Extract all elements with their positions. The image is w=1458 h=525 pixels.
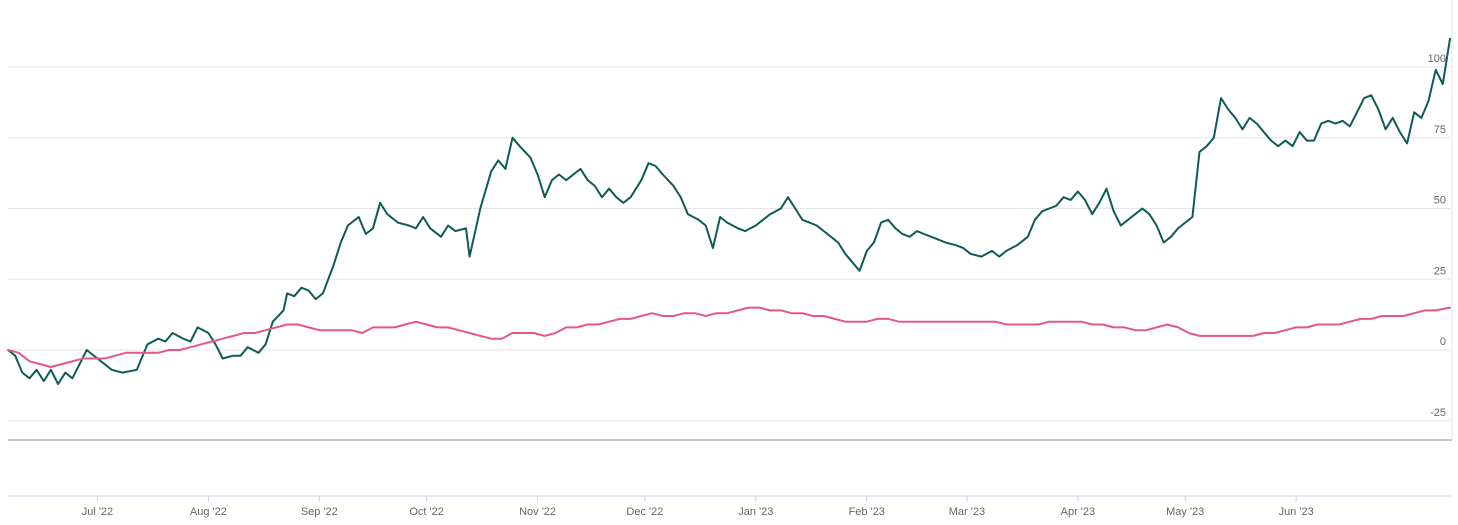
- x-tick-label: Nov '22: [519, 506, 556, 518]
- gridlines: [8, 66, 1450, 422]
- x-tick-label: Dec '22: [626, 506, 663, 518]
- x-axis-labels: Jul '22 Aug '22 Sep '22 Oct '22 Nov '22 Dec '…: [82, 496, 1314, 518]
- x-tick-label: May '23: [1166, 506, 1204, 518]
- y-tick-label: 0: [1440, 336, 1446, 348]
- series-line-2: [7, 306, 1451, 368]
- y-tick-label: 100: [1428, 53, 1446, 65]
- x-tick-label: Mar '23: [949, 506, 985, 518]
- y-tick-label: 50: [1434, 195, 1446, 207]
- x-tick-label: Jul '22: [82, 506, 113, 518]
- y-tick-label: -25: [1430, 407, 1446, 419]
- x-tick-label: Apr '23: [1061, 506, 1096, 518]
- y-axis-labels: -25 0 25 50 75 100: [1428, 53, 1446, 419]
- x-tick-label: Sep '22: [301, 506, 338, 518]
- x-tick-label: Jan '23: [738, 506, 773, 518]
- y-tick-label: 75: [1434, 124, 1446, 136]
- series-lines: [7, 37, 1451, 385]
- x-tick-label: Jun '23: [1279, 506, 1314, 518]
- x-tick-label: Aug '22: [190, 506, 227, 518]
- x-tick-label: Oct '22: [409, 506, 444, 518]
- x-tick-label: Feb '23: [849, 506, 885, 518]
- series-line-1: [7, 37, 1451, 385]
- y-tick-label: 25: [1434, 265, 1446, 277]
